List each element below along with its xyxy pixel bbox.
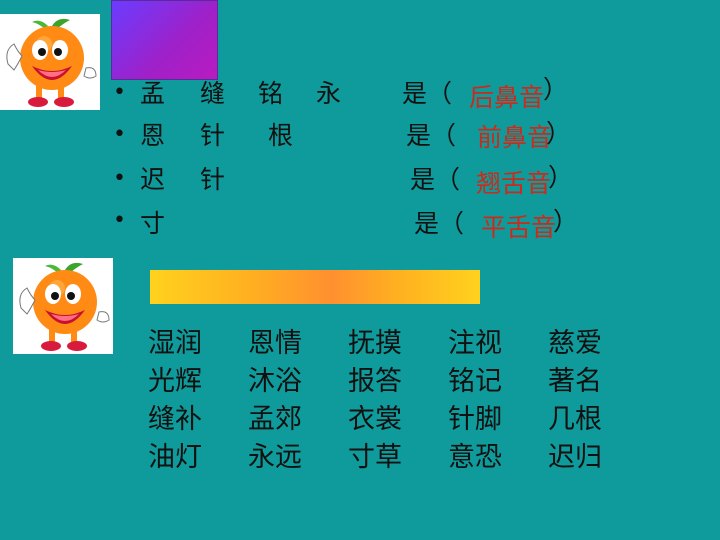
answer: 后鼻音	[469, 83, 545, 112]
vocab-word: 衣裳	[348, 404, 402, 435]
vocab-word: 永远	[248, 442, 302, 473]
vocab-word: 意恐	[448, 442, 502, 473]
bullet: •	[113, 80, 126, 105]
vocab-word: 著名	[548, 366, 602, 397]
is-label: 是（	[406, 121, 457, 150]
vocab-word: 针脚	[448, 404, 502, 435]
char: 迟	[140, 165, 166, 194]
vocab-word: 迟归	[548, 442, 602, 473]
vocab-word: 注视	[448, 328, 502, 359]
is-label: 是（	[410, 165, 461, 194]
vocab-word: 慈爱	[548, 328, 602, 359]
close-paren: ）	[543, 75, 569, 104]
vocab-word: 几根	[548, 404, 602, 435]
bullet: •	[113, 208, 126, 233]
char: 根	[268, 121, 294, 150]
gradient-bar	[150, 270, 480, 304]
bullet: •	[113, 122, 126, 147]
answer: 翘舌音	[476, 169, 552, 198]
answer: 平舌音	[481, 213, 557, 242]
char: 孟	[140, 79, 166, 108]
orange-mascot-icon	[13, 258, 113, 354]
bullet: •	[113, 166, 126, 191]
vocab-word: 光辉	[148, 366, 202, 397]
vocabulary-grid: 湿润 恩情 抚摸 注视 慈爱 光辉 沐浴 报答 铭记 著名 缝补 孟郊 衣裳 针…	[148, 326, 648, 476]
vocab-word: 油灯	[148, 442, 202, 473]
vocab-word: 缝补	[148, 404, 202, 435]
char: 恩	[140, 121, 166, 150]
char: 铭	[258, 79, 284, 108]
purple-box	[111, 0, 218, 80]
answer: 前鼻音	[477, 123, 553, 152]
vocab-word: 铭记	[448, 366, 502, 397]
vocab-word: 湿润	[148, 328, 202, 359]
vocab-word: 孟郊	[248, 404, 302, 435]
char: 针	[200, 165, 226, 194]
vocab-word: 寸草	[348, 442, 402, 473]
vocab-word: 报答	[348, 366, 402, 397]
char: 针	[200, 121, 226, 150]
close-paren: ）	[546, 119, 572, 148]
vocab-word: 恩情	[248, 328, 302, 359]
orange-mascot-icon	[0, 14, 100, 110]
close-paren: ）	[553, 207, 579, 236]
is-label: 是（	[414, 209, 465, 238]
is-label: 是（	[402, 79, 453, 108]
close-paren: ）	[548, 163, 574, 192]
char: 缝	[200, 79, 226, 108]
vocab-word: 沐浴	[248, 366, 302, 397]
char: 寸	[140, 209, 166, 238]
vocab-word: 抚摸	[348, 328, 402, 359]
char: 永	[316, 79, 342, 108]
